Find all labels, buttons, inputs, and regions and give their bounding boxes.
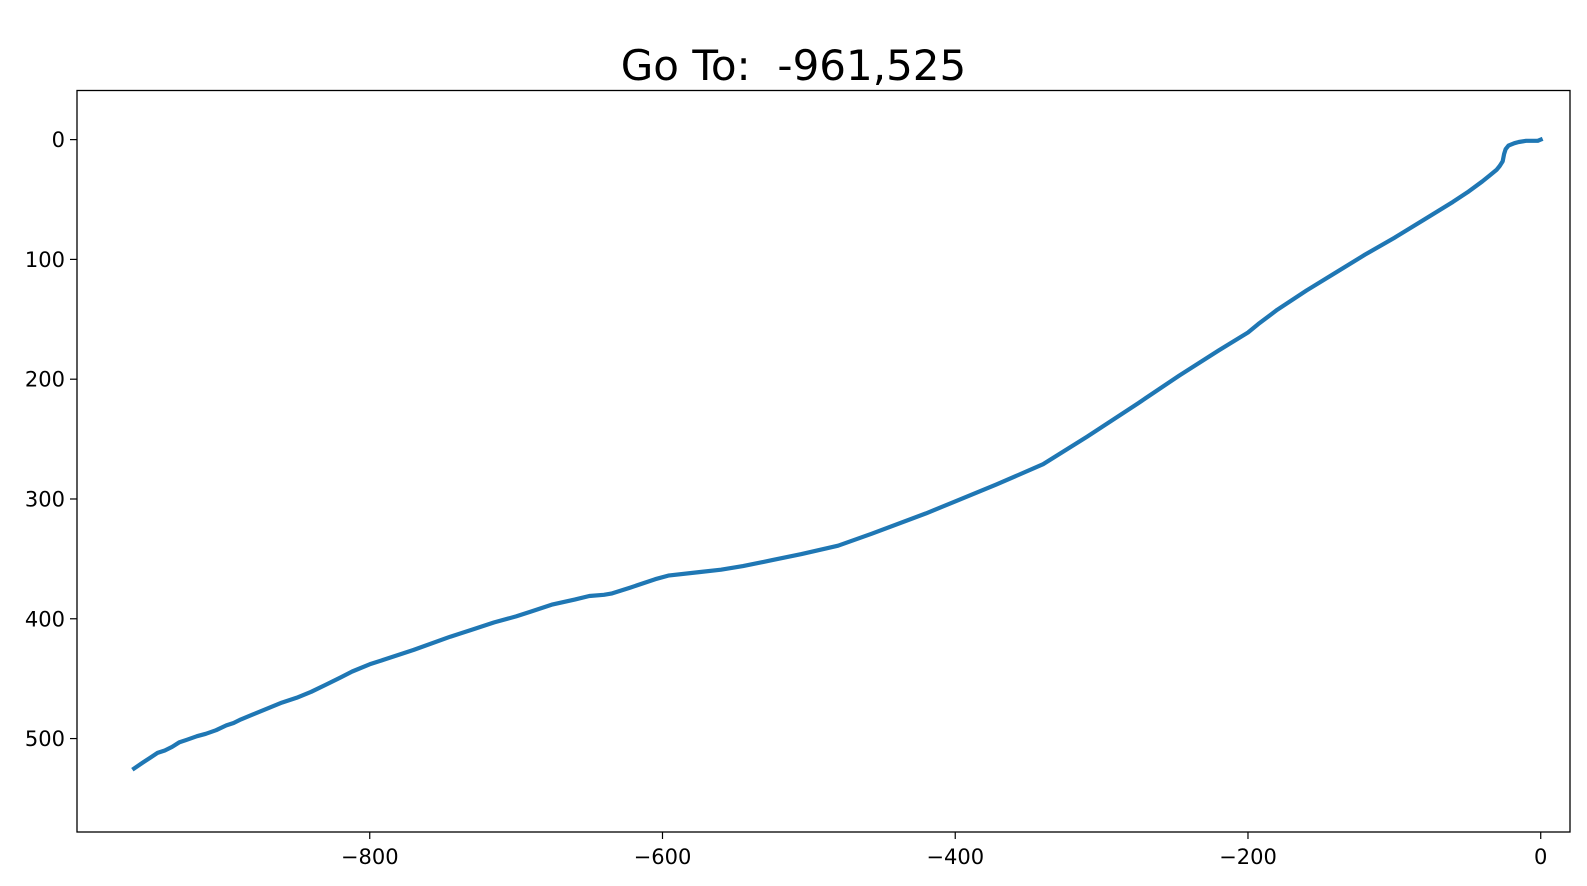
x-tick-label: −600 [634, 845, 692, 869]
y-tick-label: 100 [25, 248, 65, 272]
x-tick-label: −800 [341, 845, 399, 869]
x-tick-label: 0 [1534, 845, 1547, 869]
y-tick-label: 500 [25, 727, 65, 751]
x-tick-label: −200 [1219, 845, 1277, 869]
y-axis: 0 100 200 300 400 500 [25, 128, 77, 751]
y-tick-label: 300 [25, 487, 65, 511]
y-tick-label: 400 [25, 607, 65, 631]
chart-title: Go To: -961,525 [620, 41, 967, 90]
plot-area-frame [76, 89, 1571, 833]
x-tick-label: −400 [926, 845, 984, 869]
x-axis: −800 −600 −400 −200 0 [341, 832, 1547, 869]
series-layer [131, 136, 1544, 772]
y-tick-label: 200 [25, 368, 65, 392]
series-line-0 [131, 136, 1544, 772]
y-tick-label: 0 [52, 128, 65, 152]
